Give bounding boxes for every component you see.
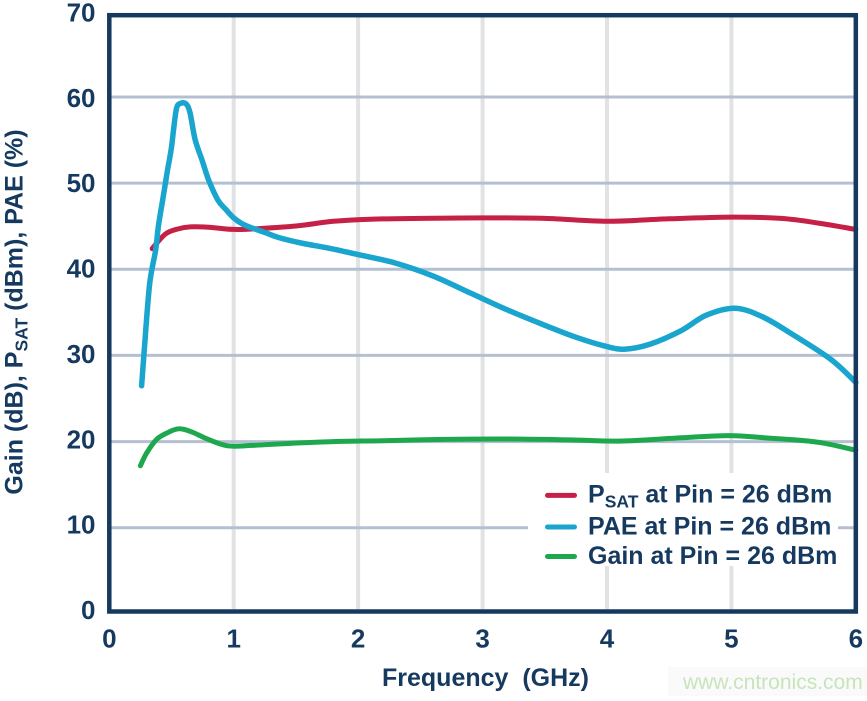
svg-text:www.cntronics.com: www.cntronics.com bbox=[682, 671, 863, 694]
svg-text:50: 50 bbox=[67, 168, 96, 198]
svg-text:30: 30 bbox=[67, 339, 96, 369]
svg-text:0: 0 bbox=[102, 624, 116, 654]
svg-text:4: 4 bbox=[600, 624, 615, 654]
svg-text:10: 10 bbox=[67, 510, 96, 540]
svg-text:Gain at Pin = 26 dBm: Gain at Pin = 26 dBm bbox=[588, 542, 837, 570]
svg-text:60: 60 bbox=[67, 83, 96, 113]
svg-text:PAE at Pin = 26 dBm: PAE at Pin = 26 dBm bbox=[588, 513, 831, 541]
svg-text:1: 1 bbox=[226, 624, 240, 654]
svg-text:Frequency (GHz): Frequency (GHz) bbox=[382, 664, 589, 692]
svg-text:2: 2 bbox=[351, 624, 365, 654]
svg-text:0: 0 bbox=[81, 595, 95, 625]
svg-text:6: 6 bbox=[849, 624, 863, 654]
svg-text:5: 5 bbox=[724, 624, 738, 654]
svg-text:3: 3 bbox=[475, 624, 489, 654]
svg-text:Gain (dB), PSAT (dBm), PAE (%): Gain (dB), PSAT (dBm), PAE (%) bbox=[1, 129, 32, 494]
svg-text:40: 40 bbox=[67, 254, 96, 284]
svg-text:20: 20 bbox=[67, 424, 96, 454]
svg-text:70: 70 bbox=[67, 0, 96, 27]
